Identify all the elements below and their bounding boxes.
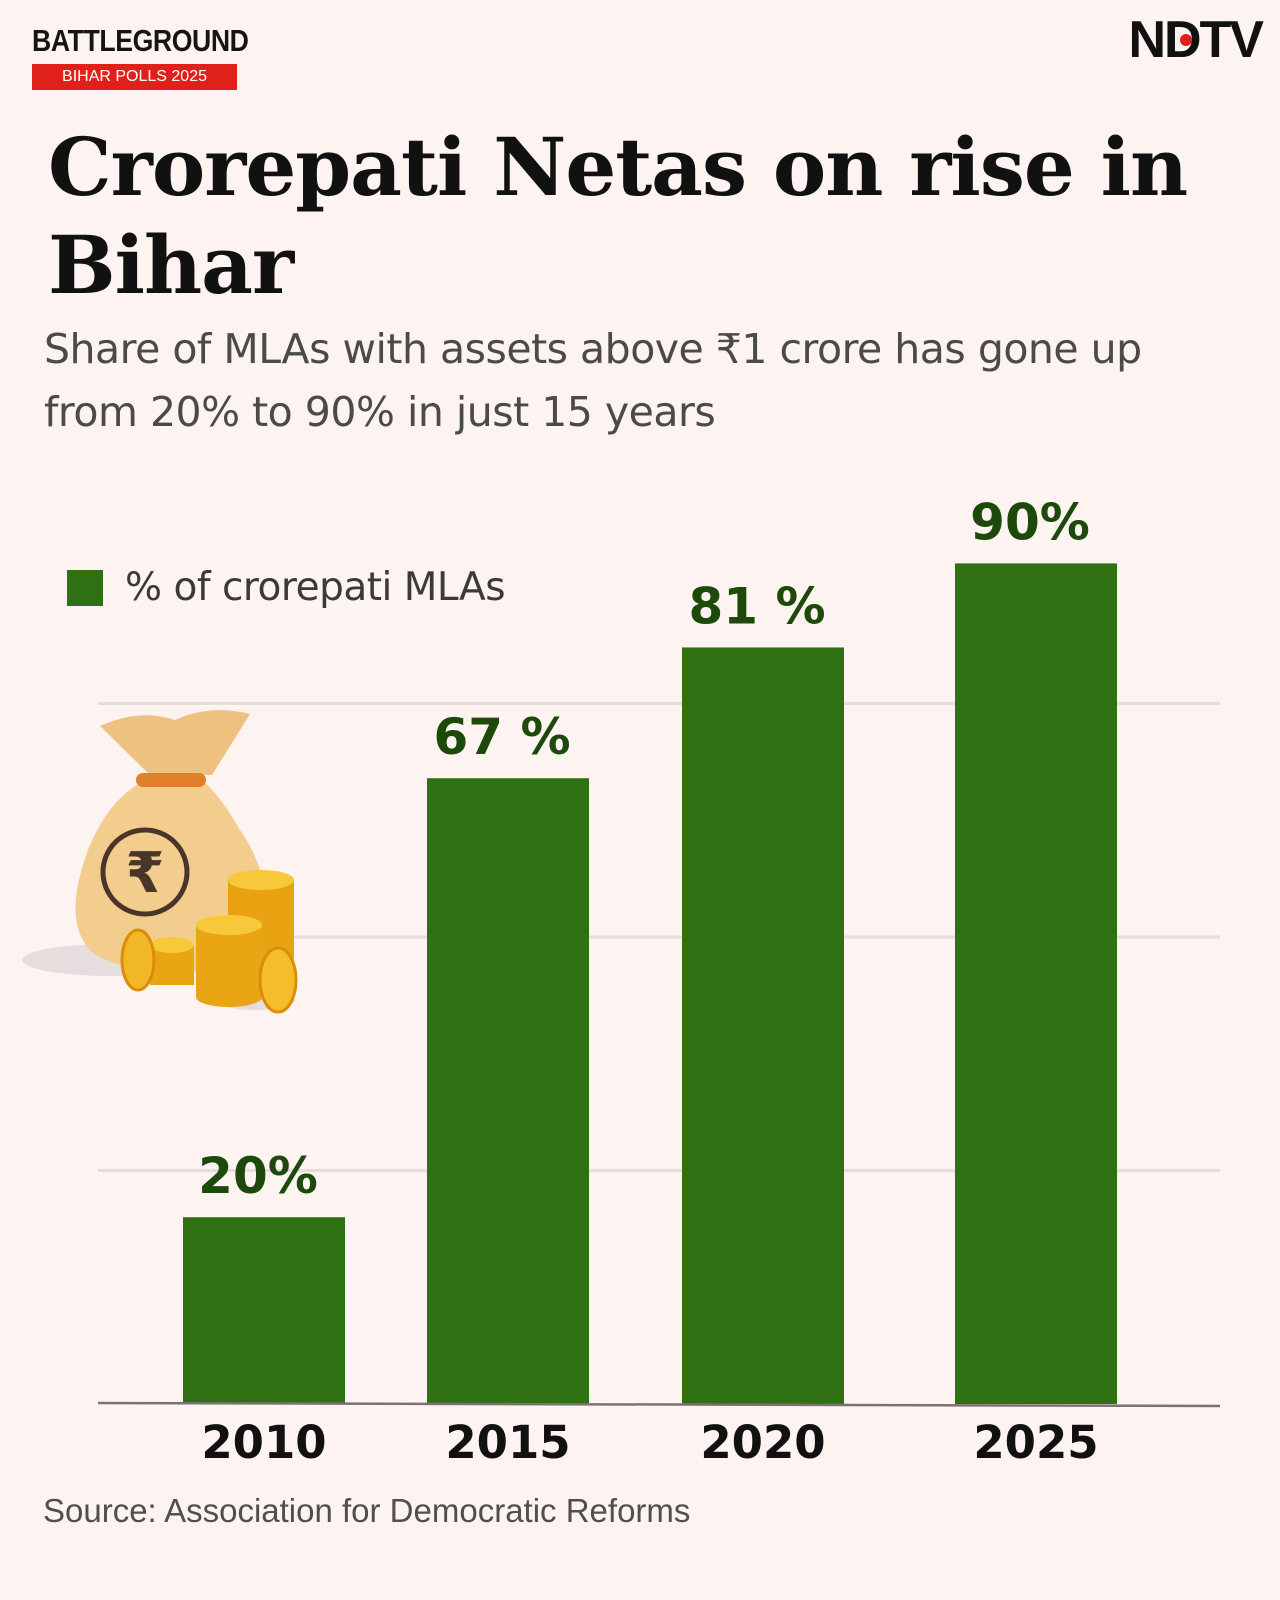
ndtv-logo: NDTV: [1128, 10, 1264, 70]
money-bag-icon: ₹: [22, 710, 298, 1014]
bar-2015: [427, 778, 589, 1404]
value-label-2010: 20%: [198, 1147, 318, 1205]
value-label-2025: 90%: [970, 493, 1090, 551]
bar-2025: [955, 563, 1117, 1404]
rupee-circle: [100, 827, 190, 917]
legend: % of crorepati MLAs: [67, 565, 506, 610]
value-label-2015: 67 %: [433, 708, 570, 766]
bar-2010: [183, 1217, 345, 1404]
labels: 20% 2010 67 % 2015 81 % 2020 90% 2025: [198, 493, 1098, 1469]
x-tick-label-2015: 2015: [445, 1416, 570, 1469]
bars: [183, 563, 1117, 1404]
x-axis-line: [97, 1401, 1221, 1408]
x-tick-label-2010: 2010: [201, 1416, 326, 1469]
value-label-2020: 81 %: [688, 577, 825, 635]
bag-rope: [136, 773, 206, 787]
source-note: Source: Association for Democratic Refor…: [43, 1492, 691, 1529]
ndtv-wordmark: NDTV: [1128, 11, 1264, 69]
coin-left: [120, 928, 156, 992]
ndtv-logo-dot: [1180, 34, 1193, 46]
brand-subtitle-badge: BIHAR POLLS 2025: [32, 64, 237, 90]
bar-2020: [682, 647, 844, 1404]
legend-label: % of crorepati MLAs: [125, 565, 506, 610]
coin-stack-left: [196, 915, 262, 1007]
chart-subtitle: Share of MLAs with assets above ₹1 crore…: [44, 325, 1142, 436]
bag-neck: [100, 710, 250, 775]
battleground-logo: BATTLEGROUND BIHAR POLLS 2025: [32, 24, 249, 90]
rupee-symbol: ₹: [126, 841, 165, 906]
legend-swatch: [67, 569, 103, 606]
chart-title: Crorepati Netas on rise in Bihar: [48, 120, 1188, 312]
coin-front: [258, 946, 298, 1014]
x-tick-label-2020: 2020: [700, 1416, 825, 1469]
coin-stack-small: [150, 937, 194, 985]
x-tick-label-2025: 2025: [973, 1416, 1098, 1469]
